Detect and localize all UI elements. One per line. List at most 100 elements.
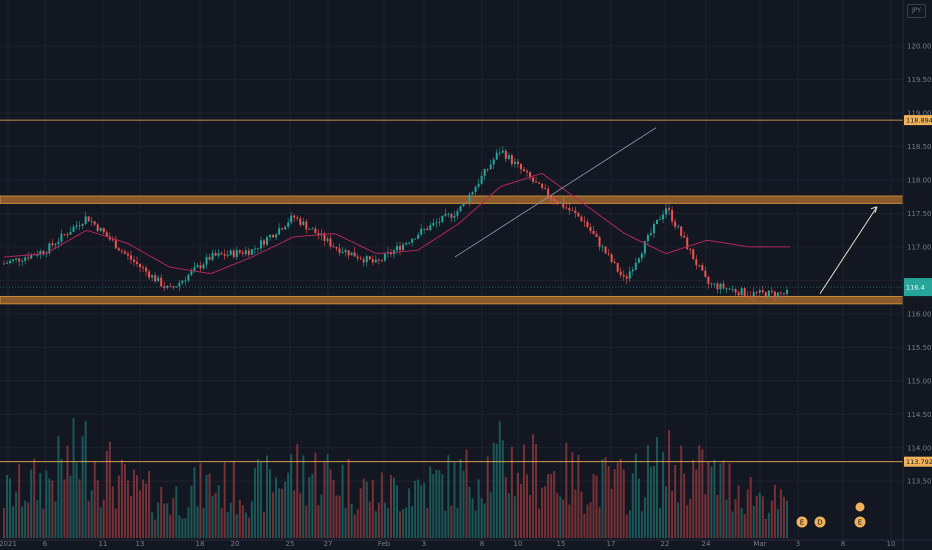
volume-bar: [33, 458, 36, 538]
volume-bar: [740, 507, 743, 538]
volume-bar: [145, 483, 148, 538]
volume-bar: [465, 449, 468, 538]
candle-body: [308, 229, 311, 230]
candle-body: [266, 237, 269, 245]
candle-body: [598, 236, 601, 247]
volume-bar: [30, 469, 33, 538]
volume-bar: [498, 421, 501, 538]
candle-body: [126, 253, 129, 256]
volume-bar: [671, 490, 674, 538]
volume-bar: [519, 483, 522, 538]
candle-body: [695, 259, 698, 266]
volume-bar: [12, 506, 15, 538]
candle-body: [622, 275, 625, 277]
volume-bar: [93, 460, 96, 538]
candle-body: [486, 168, 489, 170]
candle-body: [48, 243, 51, 254]
volume-bar: [565, 442, 568, 538]
volume-bar: [695, 469, 698, 538]
volume-bar: [181, 518, 184, 538]
event-marker[interactable]: [795, 515, 809, 529]
candle-body: [550, 196, 553, 199]
candle-body: [142, 267, 145, 268]
candle-body: [674, 221, 677, 227]
candle-body: [568, 208, 571, 211]
candle-body: [498, 152, 501, 154]
volume-bar: [535, 444, 538, 538]
volume-bar: [450, 505, 453, 538]
candle-body: [396, 245, 398, 251]
candle-body: [755, 292, 758, 293]
volume-bar: [114, 508, 117, 538]
candle-body: [456, 211, 459, 216]
volume-bar: [580, 491, 583, 538]
volume-bar: [54, 501, 57, 538]
candle-body: [734, 289, 737, 293]
candle-body: [9, 260, 12, 264]
volume-bar: [655, 436, 658, 538]
volume-bar: [317, 505, 320, 538]
volume-bar: [776, 509, 779, 538]
volume-bar: [359, 488, 362, 538]
candle-body: [123, 251, 126, 254]
candle-body: [60, 233, 63, 242]
candle-body: [148, 271, 151, 278]
candle-body: [785, 290, 788, 294]
volume-bar: [444, 510, 447, 538]
candle-body: [290, 215, 293, 223]
candle-body: [238, 250, 241, 253]
volume-bar: [728, 463, 731, 538]
candle-body: [114, 240, 117, 249]
x-tick-label: 13: [136, 540, 145, 548]
volume-bar: [217, 485, 220, 538]
y-tick-label: 113.500: [907, 478, 932, 486]
event-marker[interactable]: [854, 501, 866, 513]
candle-body: [208, 257, 211, 260]
candle-body: [120, 250, 123, 252]
event-marker-label: D: [817, 519, 822, 527]
candle-body: [296, 217, 299, 219]
volume-bar: [190, 485, 193, 538]
event-marker-label: E: [800, 519, 804, 527]
volume-bar: [423, 483, 426, 538]
trendline: [454, 127, 657, 258]
volume-bar: [117, 475, 120, 538]
volume-bar: [692, 459, 695, 538]
candle-body: [728, 288, 731, 290]
candle-body: [689, 249, 692, 250]
x-tick-label: 6: [43, 540, 48, 548]
candle-body: [374, 259, 377, 263]
x-tick-label: 2021: [0, 540, 17, 548]
candle-body: [429, 225, 432, 231]
volume-bar: [272, 492, 275, 538]
volume-bar: [414, 480, 417, 538]
event-marker[interactable]: [813, 515, 827, 529]
candle-body: [99, 228, 102, 231]
candle-body: [659, 219, 662, 221]
x-tick-label: 24: [702, 540, 711, 548]
volume-bar: [504, 477, 507, 538]
volume-bar: [172, 498, 175, 538]
candle-body: [314, 228, 317, 234]
y-tick-label: 115.500: [907, 344, 932, 352]
candle-body: [607, 253, 610, 255]
event-marker-label: E: [858, 519, 862, 527]
volume-bar: [604, 457, 607, 538]
volume-bar: [758, 492, 761, 538]
event-marker[interactable]: [853, 515, 867, 529]
candle-body: [359, 258, 362, 260]
x-tick-label: 11: [99, 540, 108, 548]
volume-bar: [486, 456, 489, 538]
candle-body: [671, 210, 674, 222]
candle-body: [302, 221, 305, 225]
candle-body: [205, 257, 208, 265]
volume-bar: [640, 511, 643, 538]
volume-bar: [571, 452, 574, 538]
candle-body: [184, 280, 187, 282]
currency-badge[interactable]: JPY: [907, 4, 926, 18]
candle-body: [770, 290, 773, 292]
volume-bar: [305, 505, 308, 538]
candle-body: [510, 155, 513, 164]
